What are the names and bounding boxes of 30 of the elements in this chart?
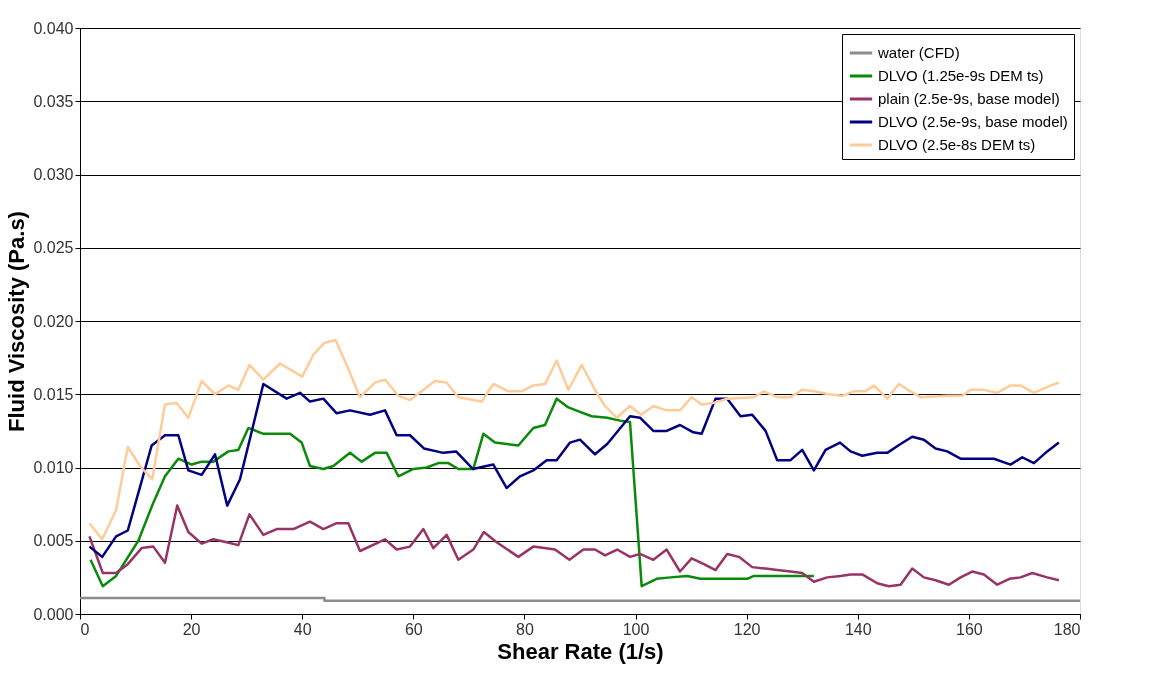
x-tick-label: 120 [733, 620, 761, 638]
x-tick-label: 140 [844, 620, 872, 638]
line-series [89, 397, 816, 588]
x-tick-label: 0 [80, 620, 90, 638]
y-tick-label: 0.015 [33, 385, 74, 403]
y-tick-label: 0.040 [33, 19, 74, 37]
line-series [88, 504, 1061, 588]
legend-label: DLVO (1.25e-9s DEM ts) [878, 67, 1044, 84]
y-tick-label: 0.020 [33, 312, 74, 330]
y-tick-label: 0.010 [33, 459, 74, 476]
x-tick-label: 160 [956, 620, 983, 638]
x-axis-title: Shear Rate (1/s) [497, 638, 664, 664]
legend-label: DLVO (2.5e-8s DEM ts) [878, 136, 1036, 153]
x-tick-label: 60 [404, 620, 423, 638]
x-tick-label: 40 [293, 620, 312, 638]
y-tick-label: 0.035 [33, 92, 74, 110]
y-tick-label: 0.030 [33, 166, 74, 183]
line-series [88, 382, 1061, 559]
y-tick-label: 0.005 [33, 532, 74, 550]
y-axis-title: Fluid Viscosity (Pa.s) [4, 211, 30, 432]
legend-label: plain (2.5e-9s, base model) [878, 90, 1060, 107]
line-series [88, 338, 1061, 541]
y-tick-label: 0.000 [33, 605, 74, 623]
x-tick-label: 100 [622, 620, 650, 638]
legend-label: DLVO (2.5e-9s, base model) [878, 113, 1068, 130]
y-tick-label: 0.025 [33, 239, 74, 257]
x-tick-label: 20 [182, 620, 201, 638]
legend-label: water (CFD) [877, 44, 960, 61]
x-tick-label: 180 [1053, 620, 1081, 638]
x-tick-label: 80 [516, 620, 534, 638]
